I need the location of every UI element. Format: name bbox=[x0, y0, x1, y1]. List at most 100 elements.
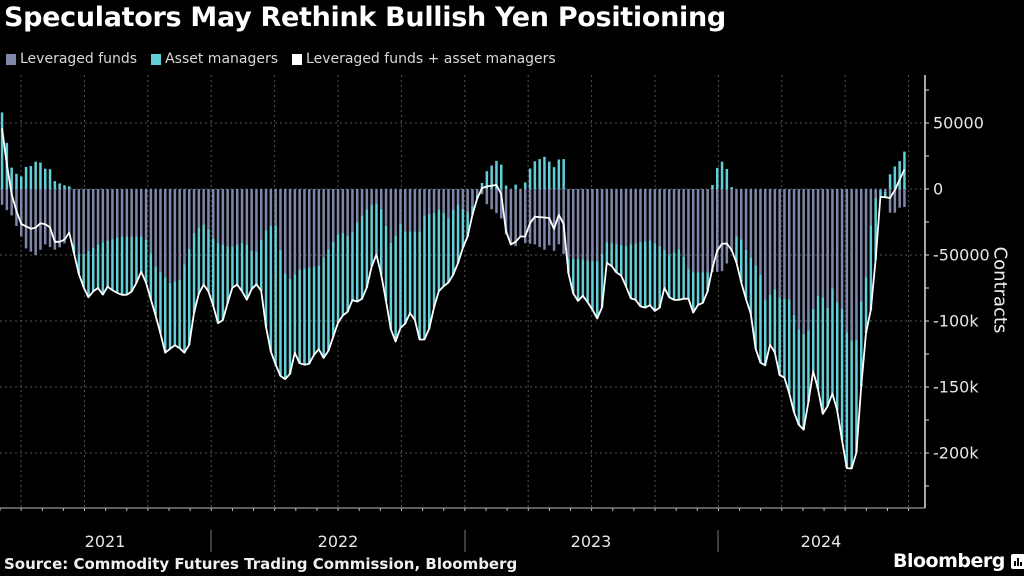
leveraged-funds-bar bbox=[514, 189, 517, 247]
leveraged-funds-bar bbox=[140, 189, 143, 237]
asset-managers-bar bbox=[77, 253, 81, 274]
leveraged-funds-bar bbox=[624, 189, 628, 246]
leveraged-funds-bar bbox=[308, 189, 311, 268]
asset-managers-bar bbox=[692, 272, 695, 313]
source-note: Source: Commodity Futures Trading Commis… bbox=[4, 555, 518, 573]
leveraged-funds-bar bbox=[96, 189, 100, 245]
asset-managers-bar bbox=[389, 242, 393, 330]
leveraged-funds-bar bbox=[288, 189, 292, 279]
leveraged-funds-bar bbox=[500, 189, 503, 219]
bloomberg-logo: Bloomberg bbox=[893, 550, 1024, 572]
asset-managers-bar bbox=[336, 234, 340, 323]
leveraged-funds-bar bbox=[437, 189, 441, 210]
asset-managers-bar bbox=[740, 239, 743, 283]
asset-managers-bar bbox=[34, 161, 37, 189]
asset-managers-bar bbox=[269, 225, 273, 352]
asset-managers-bar bbox=[418, 231, 421, 340]
leveraged-funds-bar bbox=[332, 189, 335, 242]
x-tick-label: 2024 bbox=[800, 532, 842, 551]
leveraged-funds-bar bbox=[408, 189, 412, 232]
asset-managers-bar bbox=[20, 176, 23, 189]
legend: Leveraged funds Asset managers Leveraged… bbox=[6, 51, 556, 67]
asset-managers-bar bbox=[600, 253, 604, 308]
asset-managers-bar bbox=[677, 249, 681, 300]
leveraged-funds-bar bbox=[605, 189, 609, 243]
leveraged-funds-bar bbox=[63, 189, 66, 244]
asset-managers-bar bbox=[538, 159, 541, 189]
asset-managers-bar bbox=[452, 209, 455, 275]
leveraged-funds-bar bbox=[447, 189, 450, 219]
leveraged-funds-bar bbox=[159, 189, 162, 272]
leveraged-funds-bar bbox=[130, 189, 133, 237]
leveraged-funds-bar bbox=[207, 189, 210, 230]
leveraged-funds-bar bbox=[456, 189, 460, 205]
leveraged-funds-bar bbox=[384, 189, 388, 226]
asset-managers-bar bbox=[106, 240, 109, 287]
asset-managers-bar bbox=[639, 241, 642, 307]
legend-item-asset-managers: Asset managers bbox=[151, 51, 278, 67]
leveraged-funds-bar bbox=[836, 189, 839, 303]
leveraged-funds-bar bbox=[317, 189, 321, 266]
asset-managers-bar bbox=[754, 265, 757, 349]
leveraged-funds-bar bbox=[360, 189, 364, 216]
asset-managers-bar bbox=[869, 225, 873, 311]
leveraged-funds-bar bbox=[216, 189, 220, 243]
leveraged-funds-bar bbox=[394, 189, 397, 236]
y-tick-label: 0 bbox=[933, 179, 944, 199]
leveraged-funds-bar bbox=[10, 189, 13, 216]
asset-managers-bar bbox=[543, 156, 546, 189]
asset-managers-bar bbox=[92, 247, 95, 292]
leveraged-funds-bar bbox=[202, 189, 205, 225]
leveraged-funds-bar bbox=[0, 189, 4, 205]
leveraged-funds-bar bbox=[562, 189, 565, 255]
asset-managers-bar bbox=[82, 254, 85, 288]
leveraged-funds-bar bbox=[893, 189, 897, 213]
leveraged-funds-bar bbox=[164, 189, 167, 278]
leveraged-funds-bar bbox=[600, 189, 604, 254]
leveraged-funds-bar bbox=[888, 189, 892, 213]
asset-managers-bar bbox=[317, 265, 321, 350]
asset-managers-bar bbox=[173, 281, 177, 346]
asset-managers-bar bbox=[0, 112, 4, 189]
leveraged-funds-bar bbox=[586, 189, 589, 261]
asset-managers-bar bbox=[96, 244, 100, 288]
legend-swatch-icon bbox=[6, 53, 16, 65]
asset-managers-bar bbox=[672, 252, 676, 300]
leveraged-funds-bar bbox=[658, 189, 661, 246]
leveraged-funds-bar bbox=[644, 189, 647, 242]
leveraged-funds-bar bbox=[653, 189, 657, 244]
leveraged-funds-bar bbox=[821, 189, 825, 298]
asset-managers-bar bbox=[308, 267, 311, 364]
asset-managers-bar bbox=[442, 212, 445, 287]
leveraged-funds-bar bbox=[840, 189, 844, 309]
bloomberg-chart-icon bbox=[1010, 553, 1024, 569]
asset-managers-bar bbox=[735, 236, 738, 263]
asset-managers-bar bbox=[365, 209, 369, 288]
leveraged-funds-bar bbox=[284, 189, 287, 274]
leveraged-funds-bar bbox=[255, 189, 258, 252]
leveraged-funds-bar bbox=[773, 189, 777, 290]
leveraged-funds-bar bbox=[404, 189, 407, 232]
leveraged-funds-bar bbox=[423, 189, 426, 216]
leveraged-funds-bar bbox=[706, 189, 709, 273]
leveraged-funds-bar bbox=[730, 189, 733, 252]
leveraged-funds-bar bbox=[48, 189, 52, 248]
legend-label: Leveraged funds bbox=[20, 51, 138, 67]
leveraged-funds-bar bbox=[260, 189, 263, 240]
leveraged-funds-bar bbox=[495, 189, 498, 214]
asset-managers-bar bbox=[576, 258, 580, 301]
leveraged-funds-bar bbox=[543, 189, 546, 250]
asset-managers-bar bbox=[831, 288, 834, 394]
leveraged-funds-bar bbox=[365, 189, 369, 210]
asset-managers-bar bbox=[116, 237, 119, 293]
leveraged-funds-bar bbox=[375, 189, 378, 204]
asset-managers-bar bbox=[562, 159, 565, 189]
asset-managers-bar bbox=[68, 186, 71, 189]
asset-managers-bar bbox=[197, 227, 201, 294]
y-tick-label: -200k bbox=[933, 443, 979, 463]
asset-managers-bar bbox=[72, 244, 76, 254]
leveraged-funds-bar bbox=[519, 189, 522, 237]
leveraged-funds-bar bbox=[648, 189, 652, 241]
asset-managers-bar bbox=[111, 239, 114, 291]
asset-managers-bar bbox=[351, 231, 354, 301]
